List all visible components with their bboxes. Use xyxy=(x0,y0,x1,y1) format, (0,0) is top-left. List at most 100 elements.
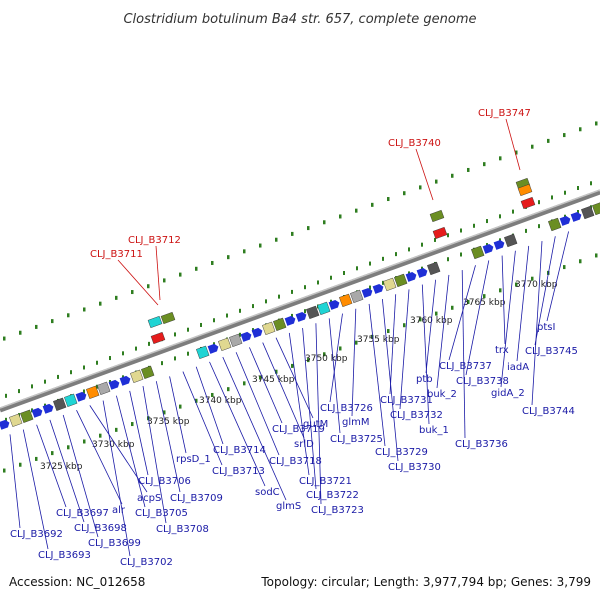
track-dot xyxy=(483,294,486,299)
track-dot xyxy=(579,127,582,132)
leader-line xyxy=(368,303,386,447)
leader-line xyxy=(389,294,397,395)
leader-line xyxy=(501,255,506,345)
topology-text: Topology: circular; Length: 3,977,794 bp… xyxy=(260,575,591,589)
leader-line xyxy=(102,400,131,557)
leader-line xyxy=(76,410,123,505)
track-dot xyxy=(419,185,422,190)
track-dot xyxy=(307,226,310,231)
gene-feature xyxy=(75,391,87,402)
leader-line xyxy=(415,148,434,201)
track-dot xyxy=(131,290,134,295)
gene-label: CLJ_B3713 xyxy=(212,466,265,477)
track-dot xyxy=(51,451,54,456)
leader-line xyxy=(275,337,314,419)
gene-label: CLJ_B3729 xyxy=(375,447,428,458)
gene-feature xyxy=(350,289,364,304)
track-dot xyxy=(291,363,294,368)
gene-feature xyxy=(97,381,111,395)
track-dot xyxy=(323,352,326,357)
track-dot xyxy=(243,381,246,386)
highlighted-gene xyxy=(432,226,448,240)
axis-tick-label: 3755 kbp xyxy=(357,335,400,345)
track-dot xyxy=(355,208,358,213)
leader-line xyxy=(262,342,305,439)
gene-feature xyxy=(559,216,571,226)
leader-line xyxy=(249,347,283,424)
track-dot xyxy=(67,445,70,450)
track-dot xyxy=(467,167,470,172)
map-title: Clostridium botulinum Ba4 str. 657, comp… xyxy=(123,12,476,27)
leader-line xyxy=(222,356,287,501)
track-dot xyxy=(547,138,550,143)
gene-label: CLJ_B3737 xyxy=(439,361,492,372)
leader-line xyxy=(315,323,322,505)
gene-label: CLJ_B3731 xyxy=(380,395,433,406)
gene-feature xyxy=(581,205,595,220)
axis-tick-label: 3725 kbp xyxy=(40,462,83,472)
leader-line xyxy=(155,381,181,493)
axis-tick-label: 3730 kbp xyxy=(92,440,135,450)
gene-label: CLJ_B3714 xyxy=(213,445,266,456)
track-dot xyxy=(211,392,214,397)
track-dot xyxy=(403,191,406,196)
track-dot xyxy=(467,299,470,304)
track-dot xyxy=(579,259,582,264)
highlighted-gene xyxy=(150,331,166,345)
track-dot xyxy=(51,319,54,324)
leader-line xyxy=(9,434,21,529)
gene-label: ptb xyxy=(416,374,433,385)
track-dot xyxy=(435,311,438,316)
gene-label: CLJ_B3738 xyxy=(456,376,509,387)
gene-feature xyxy=(493,240,505,250)
track-dot xyxy=(211,260,214,265)
gene-label-highlighted: CLJ_B3747 xyxy=(478,108,531,119)
highlighted-gene xyxy=(517,183,533,197)
track-dot xyxy=(483,162,486,167)
label-leader-lines xyxy=(9,118,569,557)
gene-feature xyxy=(141,365,155,379)
gene-label: CLJ_B3706 xyxy=(138,476,191,487)
axis-tick-label: 3745 kbp xyxy=(252,375,295,385)
track-dot xyxy=(339,346,342,351)
track-dot xyxy=(67,313,70,318)
axis-tick-label: 3770 kbp xyxy=(515,280,558,290)
track-dot xyxy=(563,133,566,138)
gene-label: CLJ_B3719 xyxy=(272,424,325,435)
gene-feature xyxy=(262,321,276,336)
gene-feature xyxy=(240,331,252,342)
track-dot xyxy=(115,295,118,300)
gene-feature xyxy=(119,375,131,386)
track-dot xyxy=(595,121,598,126)
track-dot xyxy=(115,427,118,432)
track-dot xyxy=(195,398,198,403)
highlighted-gene xyxy=(160,311,176,325)
leader-line xyxy=(351,308,357,417)
gene-feature xyxy=(372,283,384,294)
gene-feature xyxy=(383,277,397,292)
gene-label: CLJ_B3708 xyxy=(156,524,209,535)
gene-feature xyxy=(504,233,518,248)
gene-label: CLJ_B3693 xyxy=(38,550,91,561)
leader-line xyxy=(155,245,161,301)
leader-line xyxy=(421,284,430,425)
leader-line xyxy=(129,390,149,476)
track-dot xyxy=(323,220,326,225)
gene-label: CLJ_B3721 xyxy=(299,476,352,487)
track-dot xyxy=(387,329,390,334)
track-dot xyxy=(195,266,198,271)
track-dot xyxy=(163,410,166,415)
backbone-highlight xyxy=(0,189,600,409)
leader-line xyxy=(49,419,85,523)
gene-label: iadA xyxy=(507,362,529,373)
gene-label: acpS xyxy=(137,493,161,504)
track-dot xyxy=(515,150,518,155)
gene-feature xyxy=(9,413,23,427)
track-dot xyxy=(3,468,6,473)
leader-line xyxy=(436,274,450,389)
genome-backbone xyxy=(0,189,600,413)
track-dot xyxy=(163,278,166,283)
track-dot xyxy=(227,255,230,260)
leader-line xyxy=(425,279,436,374)
